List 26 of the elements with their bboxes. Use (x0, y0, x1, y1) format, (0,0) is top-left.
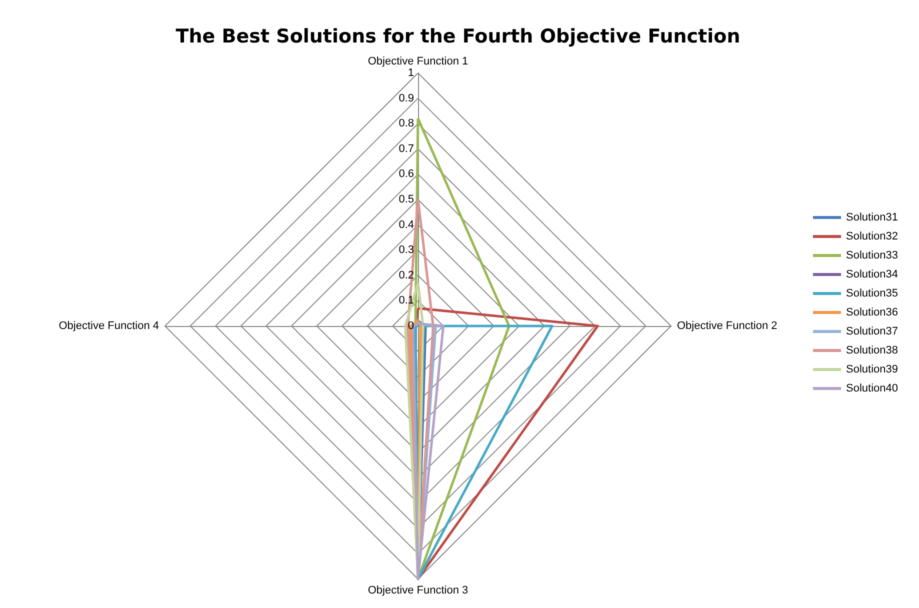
y-tick-label: 0.9 (398, 92, 414, 104)
y-tick-label: 0.6 (398, 168, 414, 180)
legend-label: Solution33 (846, 250, 898, 262)
y-tick-label: 0.3 (398, 244, 414, 256)
y-tick-label: 0.1 (398, 294, 414, 307)
legend-label: Solution35 (846, 288, 898, 300)
chart-title: The Best Solutions for the Fourth Objective Function (176, 26, 740, 48)
spoke-label: Objective Function 3 (368, 584, 468, 596)
legend-label: Solution37 (846, 326, 898, 338)
y-tick-label: 0.8 (398, 118, 414, 130)
y-tick-label: 0.5 (398, 194, 414, 206)
legend-label: Solution31 (846, 212, 898, 224)
y-tick-label: 0 (408, 320, 414, 332)
legend-label: Solution39 (846, 364, 898, 376)
spoke-label: Objective Function 1 (368, 56, 468, 68)
y-tick-label: 0.2 (398, 269, 414, 282)
spoke-label: Objective Function 2 (677, 320, 778, 332)
legend-label: Solution38 (846, 344, 898, 356)
y-tick-label: 1 (408, 67, 414, 79)
legend-label: Solution40 (846, 382, 898, 394)
y-tick-label: 0.7 (398, 142, 414, 155)
legend-label: Solution36 (846, 306, 898, 318)
legend-label: Solution34 (846, 268, 898, 280)
legend-label: Solution32 (846, 230, 898, 242)
y-tick-label: 0.4 (398, 218, 414, 231)
spoke-label: Objective Function 4 (58, 320, 159, 332)
